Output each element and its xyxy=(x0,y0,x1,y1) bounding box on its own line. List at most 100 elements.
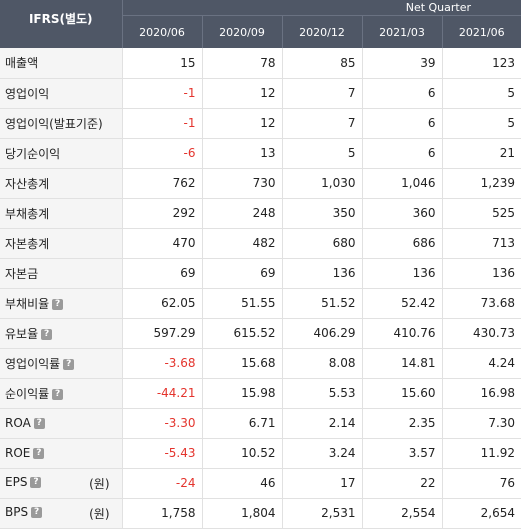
value-cell: 11.92 xyxy=(442,438,521,469)
row-label-cell: 영업이익(발표기준) xyxy=(0,108,123,139)
unit-label: (원) xyxy=(89,476,110,491)
row-label: EPS xyxy=(5,474,28,489)
value-cell: 406.29 xyxy=(282,318,363,349)
value-cell: 430.73 xyxy=(442,318,521,349)
help-icon[interactable]: ? xyxy=(63,358,75,370)
value-cell: 13 xyxy=(202,138,283,169)
row-label: BPS xyxy=(5,504,29,519)
value-cell: 4.24 xyxy=(442,348,521,379)
period-header[interactable]: 2020/09 xyxy=(202,15,283,48)
value-cell: 2,554 xyxy=(362,498,443,529)
row-label-cell: 부채총계 xyxy=(0,198,123,229)
value-cell: 2.14 xyxy=(282,408,363,439)
value-cell: -3.68 xyxy=(122,348,203,379)
value-cell: 10.52 xyxy=(202,438,283,469)
table-row: 부채비율? 62.05 51.55 51.52 52.42 73.68 xyxy=(0,288,521,319)
value-cell: 7 xyxy=(282,108,363,139)
help-icon[interactable]: ? xyxy=(33,418,45,429)
value-cell: 615.52 xyxy=(202,318,283,349)
value-cell: 1,046 xyxy=(362,168,443,199)
value-cell: -1 xyxy=(122,108,203,139)
header-corner-label: IFRS(별도) xyxy=(0,0,123,48)
value-cell: 525 xyxy=(442,198,521,229)
value-cell: 78 xyxy=(202,48,283,79)
row-label: 자본총계 xyxy=(5,236,50,251)
value-cell: 5 xyxy=(442,78,521,109)
row-label-cell: ROE? xyxy=(0,438,123,469)
value-cell: 136 xyxy=(362,258,443,289)
table-row: ROE? -5.43 10.52 3.24 3.57 11.92 xyxy=(0,438,521,469)
value-cell: 136 xyxy=(282,258,363,289)
table-row: ROA? -3.30 6.71 2.14 2.35 7.30 xyxy=(0,408,521,439)
help-icon[interactable]: ? xyxy=(52,388,64,400)
value-cell: 52.42 xyxy=(362,288,443,319)
table-row: 유보율? 597.29 615.52 406.29 410.76 430.73 xyxy=(0,318,521,349)
period-header[interactable]: 2021/03 xyxy=(362,15,443,48)
help-icon[interactable]: ? xyxy=(41,328,53,340)
value-cell: 482 xyxy=(202,228,283,259)
row-label-cell: 자본금 xyxy=(0,258,123,289)
value-cell: 3.57 xyxy=(362,438,443,469)
value-cell: 410.76 xyxy=(362,318,443,349)
row-label: 영업이익 xyxy=(5,86,50,101)
value-cell: 16.98 xyxy=(442,378,521,409)
table-row: 자본총계 470 482 680 686 713 xyxy=(0,228,521,259)
row-label: 당기순이익 xyxy=(5,146,61,161)
row-label: 순이익률 xyxy=(5,386,50,401)
row-label-cell: 자산총계 xyxy=(0,168,123,199)
row-label-cell: 자본총계 xyxy=(0,228,123,259)
table-body: 매출액 15 78 85 39 123 영업이익 -1 12 7 6 5 영업이익(발표기준) -1 12 7… xyxy=(0,48,521,529)
value-cell: 7.30 xyxy=(442,408,521,439)
value-cell: 6.71 xyxy=(202,408,283,439)
table-row: 당기순이익 -6 13 5 6 21 xyxy=(0,138,521,169)
row-label-cell: 매출액 xyxy=(0,48,123,79)
value-cell: 2,531 xyxy=(282,498,363,529)
value-cell: 713 xyxy=(442,228,521,259)
row-label-cell: ROA? xyxy=(0,408,123,439)
value-cell: 69 xyxy=(202,258,283,289)
value-cell: 5 xyxy=(442,108,521,139)
value-cell: 15.68 xyxy=(202,348,283,379)
row-label: 자산총계 xyxy=(5,176,50,191)
value-cell: 51.52 xyxy=(282,288,363,319)
value-cell: 5.53 xyxy=(282,378,363,409)
value-cell: 15.60 xyxy=(362,378,443,409)
value-cell: 12 xyxy=(202,78,283,109)
value-cell: 46 xyxy=(202,468,283,499)
value-cell: 21 xyxy=(442,138,521,169)
header-group-label: Net Quarter xyxy=(122,0,521,16)
table-row: 자산총계 762 730 1,030 1,046 1,239 xyxy=(0,168,521,199)
table-row: 부채총계 292 248 350 360 525 xyxy=(0,198,521,229)
value-cell: 22 xyxy=(362,468,443,499)
value-cell: 248 xyxy=(202,198,283,229)
value-cell: -3.30 xyxy=(122,408,203,439)
table-row: 매출액 15 78 85 39 123 xyxy=(0,48,521,79)
value-cell: 15 xyxy=(122,48,203,79)
value-cell: 680 xyxy=(282,228,363,259)
help-icon[interactable]: ? xyxy=(52,298,64,310)
value-cell: 6 xyxy=(362,138,443,169)
row-label-cell: 부채비율? xyxy=(0,288,123,319)
value-cell: 1,758 xyxy=(122,498,203,529)
value-cell: 15.98 xyxy=(202,378,283,409)
value-cell: 76 xyxy=(442,468,521,499)
row-label-cell: 영업이익률? xyxy=(0,348,123,379)
help-icon[interactable]: ? xyxy=(33,448,45,459)
value-cell: 1,239 xyxy=(442,168,521,199)
help-icon[interactable]: ? xyxy=(31,506,43,518)
period-header[interactable]: 2020/12 xyxy=(282,15,363,48)
row-label-cell: 유보율? xyxy=(0,318,123,349)
help-icon[interactable]: ? xyxy=(30,476,42,488)
value-cell: -24 xyxy=(122,468,203,499)
row-label: 부채총계 xyxy=(5,206,50,221)
row-label: 부채비율 xyxy=(5,296,50,311)
value-cell: -6 xyxy=(122,138,203,169)
table-row: 영업이익률? -3.68 15.68 8.08 14.81 4.24 xyxy=(0,348,521,379)
value-cell: 6 xyxy=(362,78,443,109)
value-cell: 360 xyxy=(362,198,443,229)
value-cell: 51.55 xyxy=(202,288,283,319)
period-header[interactable]: 2021/06 xyxy=(442,15,521,48)
period-header[interactable]: 2020/06 xyxy=(122,15,203,48)
value-cell: 85 xyxy=(282,48,363,79)
